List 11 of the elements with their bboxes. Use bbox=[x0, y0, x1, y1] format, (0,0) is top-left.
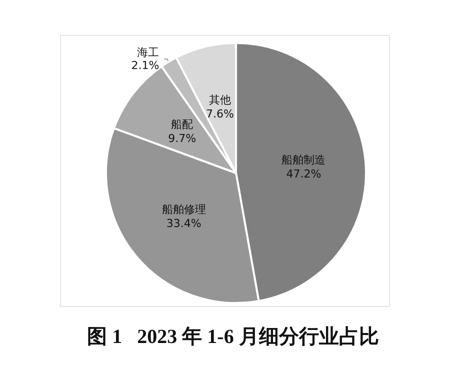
slice-label: 其他 bbox=[208, 93, 231, 106]
data-label: 2.1% bbox=[131, 59, 160, 72]
text: 图 1 2023 年 1-6 月细分行业占比 bbox=[87, 326, 379, 348]
data-label: 9.7% bbox=[168, 132, 196, 145]
data-label: 7.6% bbox=[206, 107, 234, 120]
slice-label: 船舶修理 bbox=[162, 203, 206, 216]
slice-label: 船配 bbox=[171, 118, 194, 131]
slice-label: 船舶制造 bbox=[282, 154, 326, 167]
data-label: 33.4% bbox=[166, 217, 202, 230]
data-label: 47.2% bbox=[286, 168, 322, 181]
slice-label: 海工 bbox=[137, 46, 160, 60]
